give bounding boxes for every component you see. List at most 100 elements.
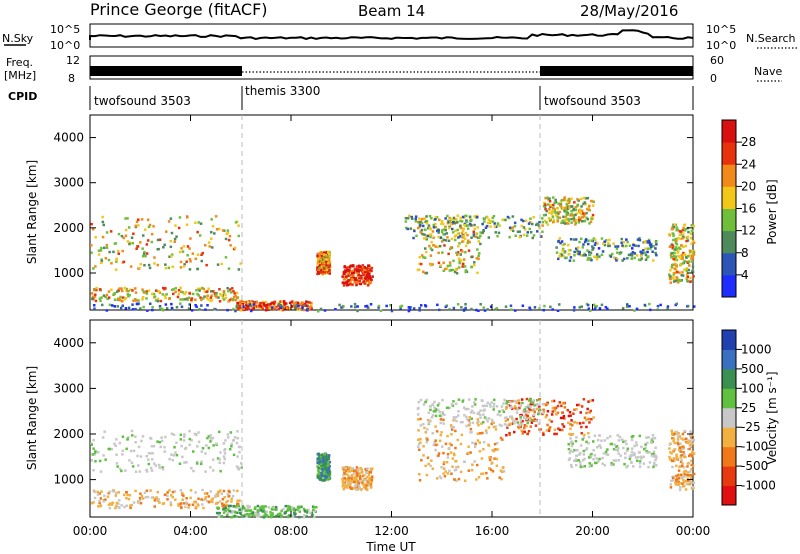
- echo-cell: [132, 299, 135, 302]
- echo-cell: [307, 508, 310, 512]
- echo-cell: [484, 429, 488, 432]
- echo-cell: [179, 489, 183, 492]
- echo-cell: [678, 230, 681, 233]
- echo-cell: [459, 259, 463, 262]
- echo-cell: [567, 217, 570, 221]
- echo-cell: [164, 263, 167, 266]
- echo-cell: [146, 239, 150, 242]
- echo-cell: [570, 465, 573, 469]
- echo-cell: [587, 242, 590, 246]
- echo-cell: [227, 267, 231, 270]
- echo-cell: [235, 515, 238, 518]
- echo-cell: [692, 472, 696, 476]
- echo-cell: [200, 253, 203, 256]
- echo-cell: [561, 428, 564, 432]
- echo-cell: [141, 288, 144, 291]
- echo-cell: [303, 514, 306, 517]
- echo-cell: [439, 264, 443, 267]
- echo-cell: [209, 440, 212, 443]
- echo-cell: [101, 220, 105, 224]
- echo-cell: [521, 419, 524, 423]
- echo-cell: [224, 237, 228, 241]
- echo-cell: [479, 242, 482, 246]
- echo-cell: [683, 259, 687, 263]
- echo-cell: [246, 300, 250, 304]
- echo-cell: [316, 475, 319, 478]
- echo-cell: [173, 237, 177, 241]
- echo-cell: [147, 225, 151, 229]
- echo-cell: [674, 279, 678, 282]
- echo-cell: [522, 416, 526, 419]
- echo-cell: [365, 269, 368, 273]
- cpid-segment-2: themis 3300: [245, 84, 320, 98]
- echo-cell: [353, 479, 356, 482]
- echo-cell: [297, 304, 300, 307]
- echo-cell: [169, 217, 173, 220]
- echo-cell: [210, 237, 213, 240]
- echo-cell: [426, 234, 430, 238]
- echo-cell: [304, 302, 307, 306]
- echo-cell: [526, 421, 529, 425]
- echo-cell: [327, 476, 331, 480]
- echo-cell: [238, 450, 241, 454]
- echo-cell: [318, 456, 321, 459]
- echo-cell: [419, 398, 423, 402]
- xlabel: Time UT: [365, 540, 416, 554]
- echo-cell: [286, 306, 289, 310]
- echo-cell: [220, 294, 223, 297]
- echo-cell: [379, 309, 383, 312]
- echo-cell: [453, 270, 457, 274]
- echo-cell: [273, 300, 276, 304]
- echo-cell: [91, 297, 94, 300]
- echo-cell: [207, 298, 210, 301]
- echo-cell: [526, 414, 530, 418]
- echo-cell: [361, 479, 365, 482]
- echo-cell: [471, 421, 475, 425]
- echo-cell: [101, 235, 105, 239]
- echo-cell: [156, 440, 159, 443]
- echo-cell: [621, 307, 625, 310]
- echo-cell: [453, 469, 457, 472]
- echo-cell: [588, 309, 592, 312]
- echo-cell: [255, 300, 258, 304]
- echo-cell: [232, 515, 235, 518]
- echo-cell: [300, 505, 303, 509]
- echo-cell: [348, 470, 351, 473]
- echo-cell: [678, 482, 681, 485]
- echo-cell: [455, 272, 459, 275]
- echo-cell: [99, 497, 103, 500]
- echo-cell: [625, 305, 629, 308]
- echo-cell: [630, 447, 634, 450]
- echo-cell: [593, 454, 596, 457]
- echo-cell: [446, 236, 449, 239]
- echo-cell: [566, 200, 569, 203]
- echo-cell: [562, 415, 566, 418]
- echo-cell: [570, 209, 573, 213]
- echo-cell: [172, 454, 176, 457]
- echo-cell: [504, 305, 508, 308]
- echo-cell: [500, 405, 504, 408]
- echo-cell: [416, 413, 420, 416]
- echo-cell: [251, 300, 254, 303]
- echo-cell: [424, 431, 427, 434]
- echo-cell: [423, 237, 426, 240]
- echo-cell: [609, 442, 613, 446]
- echo-cell: [125, 491, 128, 494]
- echo-cell: [272, 508, 275, 511]
- echo-cell: [219, 451, 222, 454]
- echo-cell: [226, 508, 230, 511]
- echo-cell: [488, 458, 492, 462]
- echo-cell: [229, 244, 232, 247]
- echo-cell: [342, 481, 345, 485]
- echo-cell: [462, 262, 465, 266]
- echo-cell: [367, 270, 370, 273]
- echo-cell: [344, 269, 347, 272]
- echo-cell: [479, 416, 482, 419]
- echo-cell: [91, 295, 95, 298]
- echo-cell: [452, 416, 456, 419]
- echo-cell: [150, 232, 154, 236]
- echo-cell: [233, 246, 237, 250]
- echo-cell: [541, 224, 544, 227]
- echo-cell: [223, 457, 226, 461]
- echo-cell: [545, 414, 549, 417]
